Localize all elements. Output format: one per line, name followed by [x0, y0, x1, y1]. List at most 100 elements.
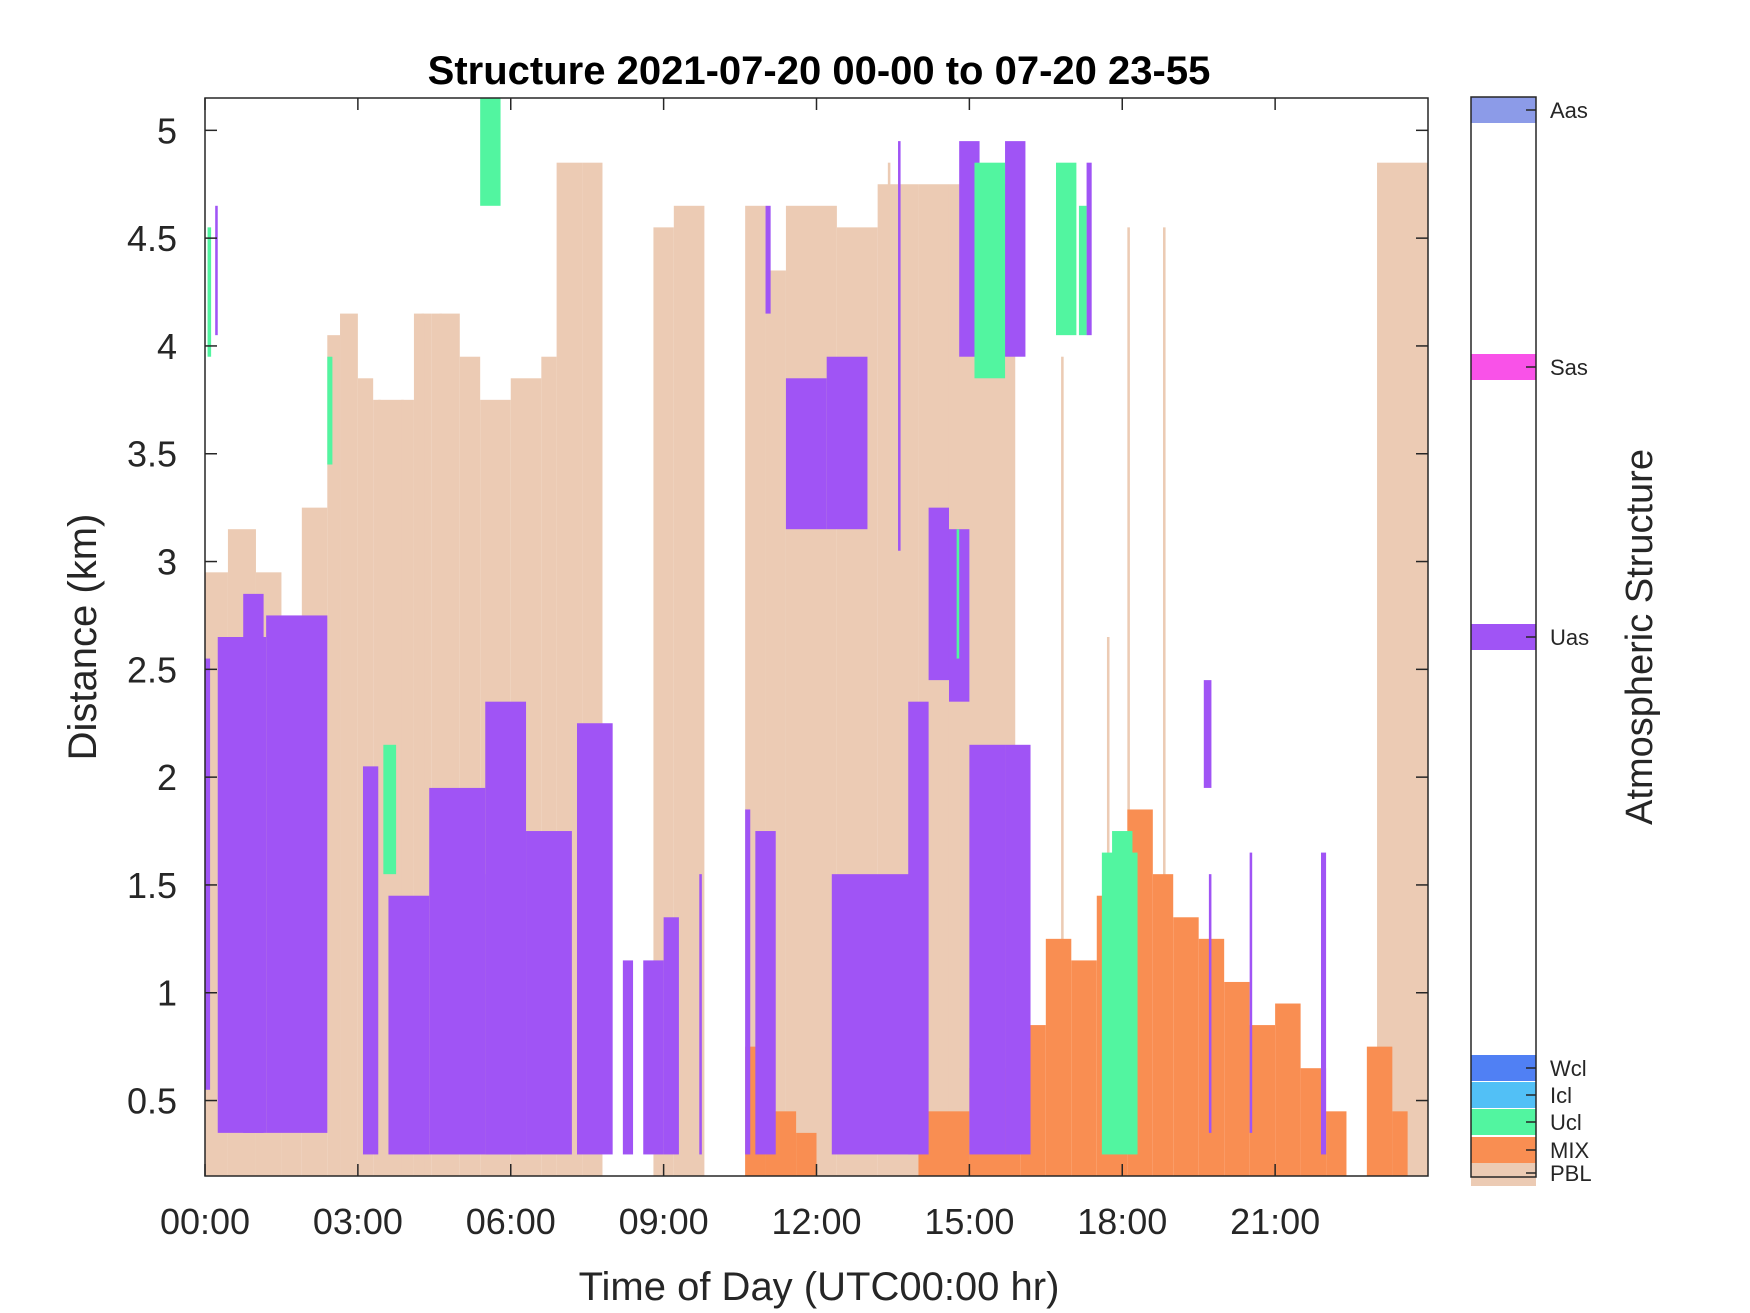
pbl-column: [1061, 356, 1064, 1177]
y-tick-label: 1: [157, 973, 177, 1014]
plot-cells: [205, 98, 1428, 1177]
uas-block: [1005, 141, 1026, 357]
y-tick-label: 2: [157, 757, 177, 798]
x-axis-label: Time of Day (UTC00:00 hr): [579, 1265, 1060, 1309]
uas-block: [576, 723, 613, 1155]
y-tick-label: 2.5: [127, 649, 177, 690]
colorbar-label: MIX: [1550, 1138, 1589, 1163]
ucl-block: [974, 162, 1006, 379]
uas-block: [1320, 852, 1327, 1155]
uas-block: [1005, 744, 1031, 1155]
mix-column: [1045, 938, 1072, 1176]
uas-block: [928, 507, 949, 681]
pbl-column: [887, 162, 891, 1176]
colorbar-swatch: [1471, 1109, 1536, 1135]
x-tick-label: 00:00: [160, 1201, 250, 1242]
uas-block: [663, 917, 679, 1155]
colorbar-swatch: [1471, 97, 1536, 123]
uas-block: [898, 141, 901, 551]
uas-block: [243, 593, 264, 1133]
chart-title: Structure 2021-07-20 00-00 to 07-20 23-5…: [428, 49, 1211, 93]
uas-block: [699, 874, 702, 1155]
colorbar-title: Atmospheric Structure: [1619, 449, 1661, 825]
colorbar-swatch: [1471, 1137, 1536, 1163]
mix-column: [1275, 1003, 1301, 1176]
x-tick-label: 12:00: [771, 1201, 861, 1242]
pbl-column: [439, 313, 442, 1177]
ucl-block: [1056, 162, 1077, 336]
pbl-column: [340, 313, 358, 1177]
x-tick-label: 21:00: [1230, 1201, 1320, 1242]
mix-column: [1392, 1111, 1408, 1176]
colorbar-label: Uas: [1550, 625, 1589, 650]
uas-block: [205, 658, 211, 1090]
colorbar-label: PBL: [1550, 1161, 1592, 1186]
x-tick-label: 06:00: [466, 1201, 556, 1242]
colorbar-swatch: [1471, 1160, 1536, 1186]
colorbar-swatch: [1471, 624, 1536, 650]
uas-block: [215, 205, 218, 336]
x-tick-label: 18:00: [1077, 1201, 1167, 1242]
mix-column: [1152, 874, 1174, 1176]
y-tick-label: 0.5: [127, 1081, 177, 1122]
mix-column: [796, 1132, 817, 1176]
colorbar-frame: [1470, 96, 1537, 1178]
mix-column: [1249, 1025, 1276, 1176]
pbl-column: [785, 205, 837, 1177]
uas-block: [1203, 680, 1212, 788]
y-tick-label: 4.5: [127, 218, 177, 259]
ucl-block: [1101, 852, 1138, 1155]
x-tick-label: 15:00: [924, 1201, 1014, 1242]
uas-block: [755, 831, 776, 1155]
y-axis: 0.5 1 1.5 2 2.5 3 3.5 4 4.5 5: [127, 110, 1428, 1122]
uas-block: [429, 787, 486, 1155]
y-tick-label: 5: [157, 110, 177, 151]
y-axis-label: Distance (km): [61, 514, 105, 761]
uas-block: [362, 766, 379, 1155]
uas-block: [765, 205, 771, 314]
ucl-block: [1078, 205, 1087, 336]
x-tick-label: 09:00: [619, 1201, 709, 1242]
ucl-block: [480, 98, 501, 206]
pbl-column: [421, 313, 425, 1177]
mix-column: [1173, 917, 1199, 1176]
colorbar-swatch: [1471, 1082, 1536, 1108]
colorbar-label: Ucl: [1550, 1110, 1582, 1135]
uas-block: [388, 895, 430, 1155]
uas-block: [622, 960, 634, 1155]
y-tick-label: 3: [157, 542, 177, 583]
ucl-block: [383, 744, 397, 875]
uas-block: [785, 378, 827, 530]
colorbar-label: Wcl: [1550, 1056, 1587, 1081]
y-tick-label: 3.5: [127, 434, 177, 475]
uas-block: [1208, 874, 1212, 1133]
ucl-block: [956, 529, 960, 659]
y-tick-label: 1.5: [127, 865, 177, 906]
uas-block: [485, 701, 527, 1155]
uas-block: [969, 744, 1006, 1155]
uas-block: [643, 960, 664, 1155]
pbl-column: [327, 335, 341, 1176]
mix-column: [1071, 960, 1097, 1176]
colorbar-swatch: [1471, 1055, 1536, 1081]
uas-block: [908, 701, 929, 1155]
mix-column: [1366, 1046, 1393, 1176]
colorbar-label: Sas: [1550, 355, 1588, 380]
uas-block: [1249, 852, 1253, 1133]
uas-block: [745, 809, 751, 1155]
uas-block: [1086, 162, 1092, 336]
pbl-column: [1127, 227, 1130, 1177]
colorbar-label: Icl: [1550, 1083, 1572, 1108]
x-axis: 00:00 03:00 06:00 09:00 12:00 15:00 18:00 21:00: [160, 98, 1320, 1242]
y-tick-label: 4: [157, 326, 177, 367]
uas-block: [266, 615, 328, 1133]
mix-column: [1326, 1111, 1347, 1176]
colorbar-swatch: [1471, 354, 1536, 380]
ucl-block: [207, 227, 212, 357]
ucl-block: [327, 356, 333, 465]
colorbar-label: Aas: [1550, 98, 1588, 123]
pbl-column: [401, 399, 404, 1177]
uas-block: [526, 831, 572, 1155]
